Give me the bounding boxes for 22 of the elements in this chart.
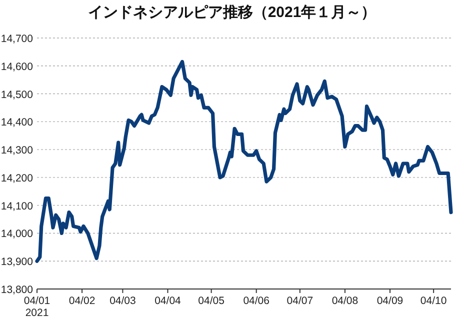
x-tick-label: 04/02 (68, 295, 96, 307)
x-tick-label: 04/09 (376, 295, 404, 307)
y-tick-label: 14,100 (0, 200, 34, 212)
line-series (35, 60, 453, 263)
title: インドネシアルピア推移（2021年１月～） (88, 4, 376, 21)
y-tick-label: 14,700 (0, 33, 34, 45)
y-tick-label: 14,400 (0, 116, 34, 129)
x-tick-label: 04/10 (420, 295, 447, 307)
x-tick-label: 04/07 (286, 295, 314, 307)
x-tick-label: 04/08 (332, 295, 358, 307)
x-tick-label: 04/01 2021 (24, 295, 50, 319)
x-tick-label: 04/03 (110, 295, 136, 307)
y-tick-label: 14,000 (0, 228, 34, 240)
x-tick-label: 04/05 (198, 295, 225, 307)
y-tick-label: 13,800 (0, 284, 34, 296)
y-tick-label: 14,200 (0, 172, 34, 184)
x-tick-label: 04/04 (154, 295, 182, 307)
x-tick-label: 04/06 (243, 295, 270, 307)
y-tick-label: 14,300 (0, 144, 34, 157)
y-tick-label: 14,600 (0, 60, 34, 73)
y-tick-label: 13,900 (0, 256, 34, 268)
y-tick-label: 14,500 (0, 88, 34, 101)
